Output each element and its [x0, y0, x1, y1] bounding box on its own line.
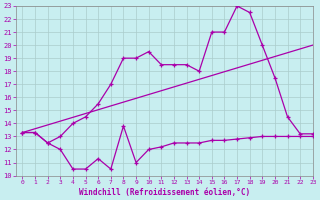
- X-axis label: Windchill (Refroidissement éolien,°C): Windchill (Refroidissement éolien,°C): [79, 188, 250, 197]
